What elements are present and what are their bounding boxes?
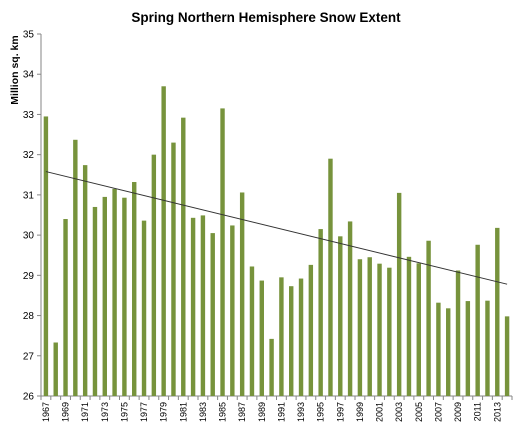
y-tick-label: 28: [23, 311, 35, 322]
bar-1980: [171, 142, 176, 396]
bar-1989: [259, 280, 264, 396]
bar-1976: [132, 182, 137, 396]
bar-1968: [53, 342, 58, 396]
bar-2006: [426, 240, 431, 396]
x-axis: 1967 1969 1971 1973 1975 1977 1979 1981 1983 1985…: [40, 395, 513, 422]
bar-1972: [92, 206, 98, 396]
x-tick-label: 1979: [159, 402, 169, 422]
y-axis-label: Million sq. km: [9, 35, 21, 104]
bar-1987: [239, 192, 245, 396]
bar-1967: [43, 116, 49, 396]
x-tick-label: 1971: [80, 402, 90, 422]
x-tick-label: 1991: [276, 402, 286, 422]
y-tick-label: 30: [23, 231, 35, 242]
bar-1970: [73, 139, 78, 397]
bar-1998: [347, 221, 353, 396]
bar-2014: [504, 316, 510, 396]
y-tick-label: 34: [23, 70, 35, 81]
x-tick-label: 1977: [139, 402, 149, 422]
bar-2013: [495, 227, 500, 396]
bar-2003: [396, 192, 402, 396]
x-tick-label: 2005: [414, 402, 424, 422]
y-tick-label: 33: [23, 110, 35, 121]
y-tick-label: 29: [23, 271, 35, 282]
y-tick-label: 35: [23, 30, 35, 41]
bar-2007: [436, 302, 441, 396]
bar-2004: [406, 256, 412, 396]
bar-1990: [269, 338, 274, 396]
y-axis: 26 27 28 29 30 31 32 33 34 35: [23, 30, 42, 403]
bar-1978: [151, 154, 157, 396]
trendline: [45, 171, 508, 285]
bar-1981: [181, 117, 186, 396]
chart-title: Spring Northern Hemisphere Snow Extent: [131, 10, 401, 25]
x-tick-label: 1993: [296, 402, 306, 422]
x-tick-label: 1969: [61, 402, 71, 422]
bars-group: [43, 86, 510, 397]
bar-1971: [82, 165, 88, 396]
x-tick-label: 1985: [218, 402, 228, 422]
x-tick-label: 1981: [178, 402, 188, 422]
bar-1999: [357, 259, 363, 396]
y-tick-label: 32: [23, 150, 35, 161]
bar-2010: [465, 301, 471, 396]
x-tick-label: 2001: [375, 402, 385, 422]
bar-1969: [63, 219, 68, 396]
bar-1985: [220, 108, 225, 397]
bar-2012: [485, 300, 490, 396]
x-tick-label: 2009: [453, 402, 463, 422]
x-tick-label: 2013: [492, 402, 502, 422]
x-tick-label: 1967: [41, 402, 51, 422]
x-tick-label: 1973: [100, 402, 110, 422]
bar-1992: [289, 286, 294, 396]
bar-1977: [141, 220, 147, 396]
x-tick-label: 2007: [433, 402, 443, 422]
x-tick-label: 1975: [119, 402, 129, 422]
bar-1982: [190, 217, 196, 396]
bar-2001: [377, 263, 382, 396]
bar-1983: [200, 215, 206, 396]
y-tick-label: 26: [23, 392, 35, 403]
trendline-group: [45, 171, 508, 285]
bar-1995: [318, 229, 323, 396]
bar-1986: [230, 225, 235, 396]
x-tick-label: 2011: [473, 402, 483, 421]
bar-2002: [387, 267, 392, 396]
y-tick-label: 31: [23, 190, 35, 201]
x-tick-label: 1989: [257, 402, 267, 422]
x-tick-label: 1987: [237, 402, 247, 422]
bar-1996: [328, 158, 333, 396]
x-tick-label: 1983: [198, 402, 208, 422]
bar-1979: [161, 86, 166, 397]
bar-1973: [102, 196, 107, 396]
x-tick-label: 2003: [394, 402, 404, 422]
x-tick-label: 1997: [335, 402, 345, 422]
bar-1997: [338, 236, 343, 396]
bar-2009: [455, 270, 461, 396]
x-tick-label: 1999: [355, 402, 365, 422]
bar-1988: [249, 266, 255, 396]
y-tick-label: 27: [23, 351, 35, 362]
bar-1994: [308, 264, 314, 396]
bar-1974: [112, 188, 117, 396]
bar-1984: [210, 233, 215, 396]
bar-2011: [475, 244, 480, 396]
bar-1975: [122, 197, 127, 396]
bar-2005: [416, 263, 421, 396]
bar-2008: [446, 308, 451, 396]
bar-2000: [367, 257, 372, 396]
x-tick-label: 1995: [316, 402, 326, 422]
bar-1993: [298, 278, 304, 396]
bar-1991: [279, 277, 284, 396]
